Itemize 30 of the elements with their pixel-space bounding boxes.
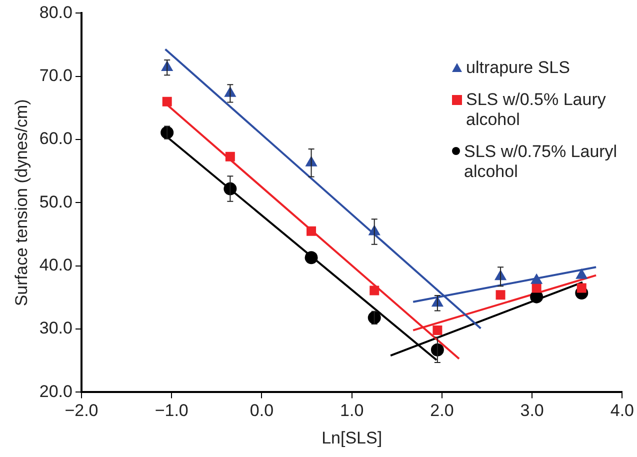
y-tick-label: 70.0 (39, 66, 72, 86)
point (432, 326, 442, 336)
point (162, 96, 172, 106)
x-tick-label: 2.0 (430, 401, 454, 420)
point (225, 152, 235, 162)
legend-label: SLS w/0.5% Laury alcohol (466, 90, 607, 130)
point (496, 290, 506, 300)
y-tick-label: 80.0 (39, 2, 72, 22)
point (370, 286, 380, 296)
legend-label: SLS w/0.75% Lauryl alcohol (464, 142, 618, 182)
x-tick-label: 4.0 (610, 401, 634, 420)
point (306, 226, 316, 236)
y-axis-title: Surface tension (dynes/cm) (12, 99, 31, 306)
point (576, 283, 586, 293)
y-tick-label: 60.0 (39, 129, 72, 148)
point (304, 251, 318, 264)
legend-label: ultrapure SLS (466, 58, 570, 78)
y-tick-label: 40.0 (39, 256, 72, 275)
y-tick-label: 50.0 (39, 192, 72, 212)
y-tick-label: 30.0 (39, 318, 72, 338)
x-tick-label: 0.0 (250, 401, 274, 420)
x-tick-label: 1.0 (340, 401, 364, 420)
x-tick-label: −1.0 (154, 401, 188, 420)
x-tick-label: −2.0 (64, 401, 98, 420)
y-tick-label: 20.0 (39, 382, 72, 401)
x-axis-title: Ln[SLS] (322, 428, 382, 448)
point (532, 283, 542, 293)
x-tick-label: 3.0 (520, 401, 544, 420)
point (576, 268, 588, 279)
point (530, 274, 542, 284)
